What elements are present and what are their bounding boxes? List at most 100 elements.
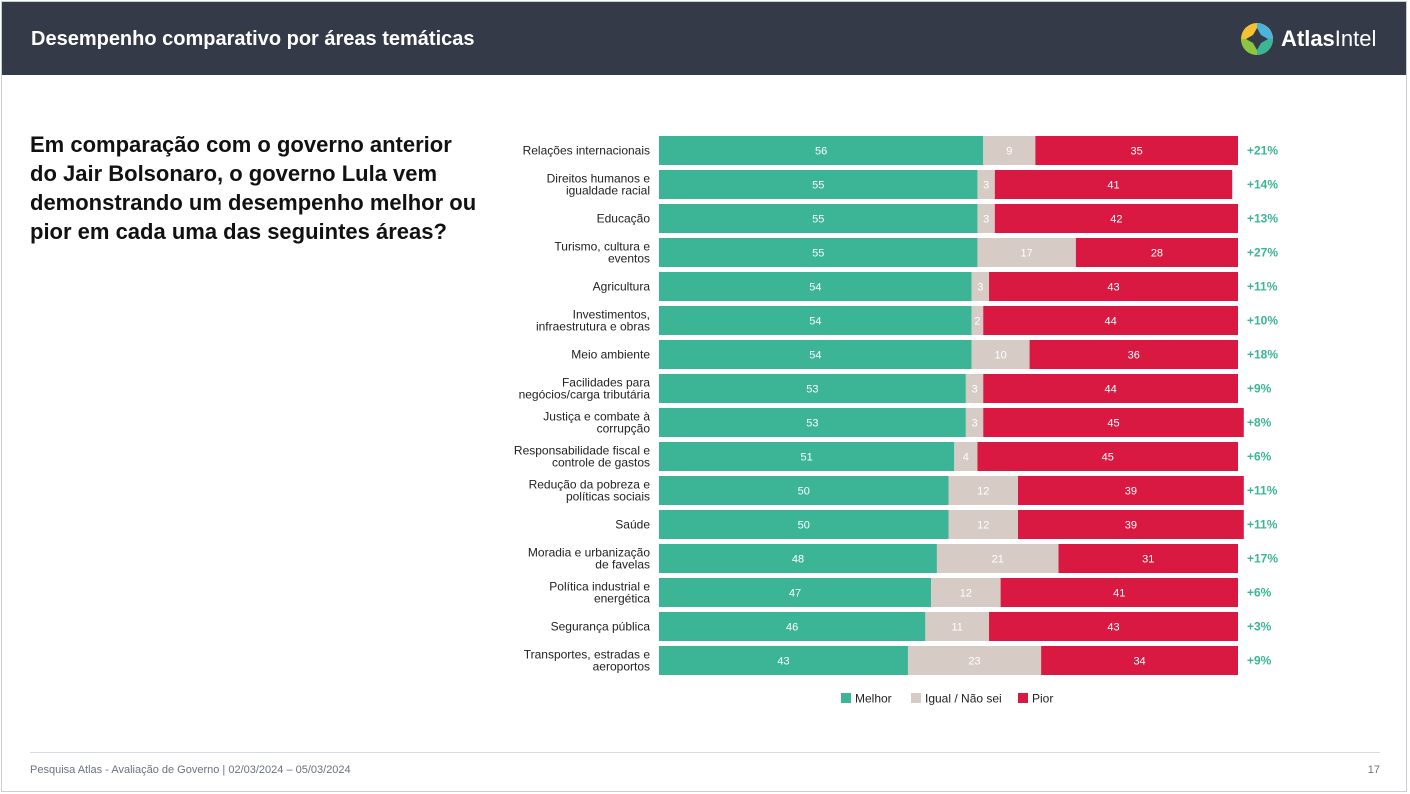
data-label: 34 — [1133, 656, 1145, 668]
data-label: 55 — [812, 248, 824, 260]
net-difference-label: +17% — [1247, 552, 1278, 566]
page-number: 17 — [1367, 764, 1380, 776]
legend-label: Pior — [1032, 692, 1053, 706]
data-label: 35 — [1131, 146, 1143, 158]
bar-segment-melhor — [659, 306, 972, 335]
category-label-line: Transportes, estradas e — [524, 648, 651, 662]
data-label: 50 — [798, 520, 810, 532]
legend-swatch — [841, 693, 851, 703]
category-label-line: Educação — [597, 212, 651, 226]
bar-segment-pior — [1017, 510, 1244, 539]
category-label: Agricultura — [593, 280, 651, 294]
bar-segment-pior — [1041, 646, 1238, 675]
category-label-line: controle de gastos — [552, 456, 650, 470]
bar-segment-igual — [971, 306, 984, 335]
bar-segment-melhor — [659, 510, 949, 539]
data-label: 45 — [1107, 418, 1119, 430]
net-difference-label: +11% — [1247, 280, 1278, 294]
bar-segment-igual — [977, 238, 1076, 267]
data-label: 31 — [1142, 554, 1154, 566]
bar-segment-melhor — [659, 476, 949, 505]
category-label-line: Moradia e urbanização — [528, 546, 650, 560]
bar-segment-igual — [983, 136, 1036, 165]
bar-segment-pior — [983, 408, 1244, 437]
data-label: 53 — [806, 384, 818, 396]
bar-segment-igual — [977, 170, 995, 199]
data-label: 44 — [1104, 316, 1116, 328]
legend-label: Melhor — [855, 692, 892, 706]
category-label-line: de favelas — [595, 558, 650, 572]
data-label: 11 — [951, 622, 962, 634]
bar-segment-melhor — [659, 408, 966, 437]
bar-segment-melhor — [659, 612, 926, 641]
bar-segment-igual — [907, 646, 1042, 675]
data-label: 41 — [1113, 588, 1125, 600]
category-label: Turismo, cultura e eventos — [554, 240, 650, 266]
footer-source: Pesquisa Atlas - Avaliação de Governo | … — [30, 764, 351, 776]
data-label: 39 — [1125, 486, 1137, 498]
data-label: 39 — [1125, 520, 1137, 532]
bar-segment-igual — [925, 612, 990, 641]
category-label-line: Facilidades para — [562, 376, 650, 390]
bar-segment-melhor — [659, 204, 978, 233]
data-label: 41 — [1107, 180, 1119, 192]
survey-question: Em comparação com o governo anterior do … — [30, 132, 477, 244]
category-label: Meio ambiente — [571, 348, 650, 362]
data-label: 3 — [971, 384, 977, 396]
bar-segment-igual — [965, 408, 984, 437]
data-label: 17 — [1021, 248, 1033, 260]
category-label-line: negócios/carga tributária — [519, 388, 651, 402]
data-label: 43 — [777, 656, 789, 668]
net-difference-label: +14% — [1247, 178, 1278, 192]
data-label: 2 — [974, 316, 980, 328]
legend-swatch — [911, 693, 921, 703]
legend-label: Igual / Não sei — [925, 692, 1002, 706]
data-label: 42 — [1110, 214, 1122, 226]
category-label-line: Turismo, cultura e — [554, 240, 650, 254]
bar-segment-pior — [994, 204, 1238, 233]
data-label: 12 — [977, 486, 989, 498]
category-label-line: Política industrial e — [549, 580, 650, 594]
category-label: Relações internacionais — [523, 144, 650, 158]
data-label: 48 — [792, 554, 804, 566]
category-label-line: infraestrutura e obras — [536, 320, 650, 334]
bar-segment-igual — [948, 476, 1018, 505]
page-title: Desempenho comparativo por áreas temátic… — [31, 28, 475, 50]
data-label: 45 — [1102, 452, 1114, 464]
data-label: 3 — [983, 180, 989, 192]
category-label: Moradia e urbanização de favelas — [528, 546, 650, 572]
net-difference-label: +27% — [1247, 246, 1278, 260]
category-label: Justiça e combate à corrupção — [543, 410, 650, 436]
category-label-line: Justiça e combate à — [543, 410, 650, 424]
atlasintel-logo-icon — [1241, 23, 1273, 55]
category-label: Política industrial e energética — [549, 580, 650, 606]
data-label: 44 — [1104, 384, 1116, 396]
data-label: 3 — [971, 418, 977, 430]
atlasintel-logo: AtlasIntel — [1240, 22, 1376, 56]
bar-segment-melhor — [659, 646, 908, 675]
data-label: 43 — [1107, 282, 1119, 294]
header-bar: Desempenho comparativo por áreas temátic… — [2, 2, 1406, 75]
bar-segment-pior — [983, 374, 1238, 403]
bar-segment-melhor — [659, 272, 972, 301]
category-label-line: Saúde — [615, 518, 650, 532]
bar-segment-igual — [965, 374, 984, 403]
bar-segment-pior — [1017, 476, 1244, 505]
category-label-line: Segurança pública — [551, 620, 651, 634]
category-label-line: Direitos humanos e — [547, 172, 651, 186]
bar-segment-melhor — [659, 238, 978, 267]
bar-segment-pior — [1000, 578, 1238, 607]
category-label: Responsabilidade fiscal e controle de gas… — [514, 444, 650, 470]
bar-segment-pior — [994, 170, 1233, 199]
bar-segment-pior — [983, 306, 1238, 335]
category-label: Investimentos, infraestrutura e obras — [536, 308, 650, 334]
net-difference-label: +13% — [1247, 212, 1278, 226]
category-label: Transportes, estradas e aeroportos — [524, 648, 651, 674]
data-label: 3 — [977, 282, 983, 294]
net-difference-label: +6% — [1247, 586, 1272, 600]
data-label: 10 — [994, 350, 1006, 362]
bar-segment-melhor — [659, 578, 932, 607]
bar-segment-melhor — [659, 442, 955, 471]
data-label: 36 — [1128, 350, 1140, 362]
bar-segment-igual — [931, 578, 1001, 607]
